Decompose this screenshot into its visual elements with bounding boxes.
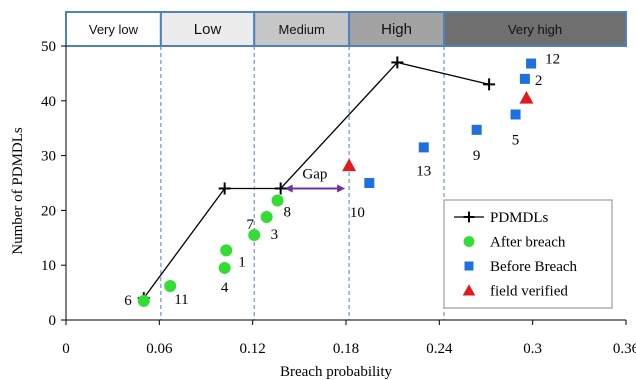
point-square [364,178,375,188]
gap-arrow-head-left [284,184,293,193]
legend-label: PDMDLs [490,210,549,226]
point-label: 2 [535,73,543,89]
x-axis-title: Breach probability [280,364,393,380]
point-plus [483,78,496,91]
point-label: 10 [350,205,365,221]
point-square [418,142,429,153]
point-circle [218,261,231,274]
point-circle [220,244,233,257]
gap-arrow-head-right [337,184,346,193]
band-label: Medium [279,22,325,37]
point-circle [164,280,177,293]
point-label: 6 [124,293,132,309]
legend-marker-square [464,261,474,271]
legend-marker-circle [463,236,475,247]
band-4 [443,11,627,47]
band-label: Very low [89,22,139,37]
point-labels: Gap 6 11 41 7 38 10 13 9 5 212 [124,52,560,309]
y-tick-label: 50 [41,39,56,55]
x-tick-label: 0.36 [613,341,636,357]
band-label: Low [194,21,222,38]
x-tick-label: 0.24 [426,341,453,357]
y-tick-label: 40 [41,94,56,110]
point-label: 9 [473,148,481,164]
legend-marker-plus [463,211,475,223]
point-circle [248,229,261,242]
point-label: 3 [271,227,279,243]
legend-label: Before Breach [490,259,578,275]
probability-bands: Very low Low Medium High Very high [65,11,627,320]
band-1 [159,11,256,47]
x-tick-label: 0.3 [523,341,542,357]
y-tick-label: 30 [41,149,56,165]
point-plus [274,182,287,195]
axes: 0 0.06 0.12 0.18 0.24 0.3 0.36 0 10 20 30 40 50 Breac… [10,39,636,380]
band-label: Very high [508,22,562,37]
point-square [519,73,530,84]
gap-label: Gap [302,166,327,182]
point-square [510,109,521,120]
point-label: 13 [416,163,431,179]
y-axis-title: Number of PDMDLs [10,127,26,255]
y-tick-label: 20 [41,203,56,219]
point-label: 7 [246,217,254,233]
x-tick-label: 0.18 [333,341,359,357]
point-circle [260,210,273,223]
legend-label: After breach [490,235,566,251]
point-triangle [519,91,534,104]
point-label: 12 [545,52,560,68]
point-plus [391,56,404,69]
point-label: 1 [238,254,246,270]
data-marks [137,56,537,307]
y-tick-label: 0 [49,313,57,329]
point-square [471,124,482,135]
point-plus [218,182,231,195]
legend-label: field verified [490,284,568,300]
point-triangle [342,158,357,172]
x-tick-label: 0 [62,341,70,357]
x-tick-label: 0.12 [240,341,266,357]
band-0 [65,11,162,47]
legend-marker-triangle [462,284,476,296]
band-label: High [381,21,412,38]
point-square [526,58,537,69]
x-tick-label: 0.06 [146,341,173,357]
band-2 [253,11,351,47]
point-circle [271,194,284,207]
point-circle [137,294,150,307]
point-label: 11 [174,292,188,308]
point-label: 5 [512,133,520,149]
point-label: 4 [221,280,229,296]
y-tick-label: 10 [41,258,56,274]
point-label: 8 [284,205,292,221]
legend: PDMDLs After breach Before Breach field ver… [443,199,613,309]
